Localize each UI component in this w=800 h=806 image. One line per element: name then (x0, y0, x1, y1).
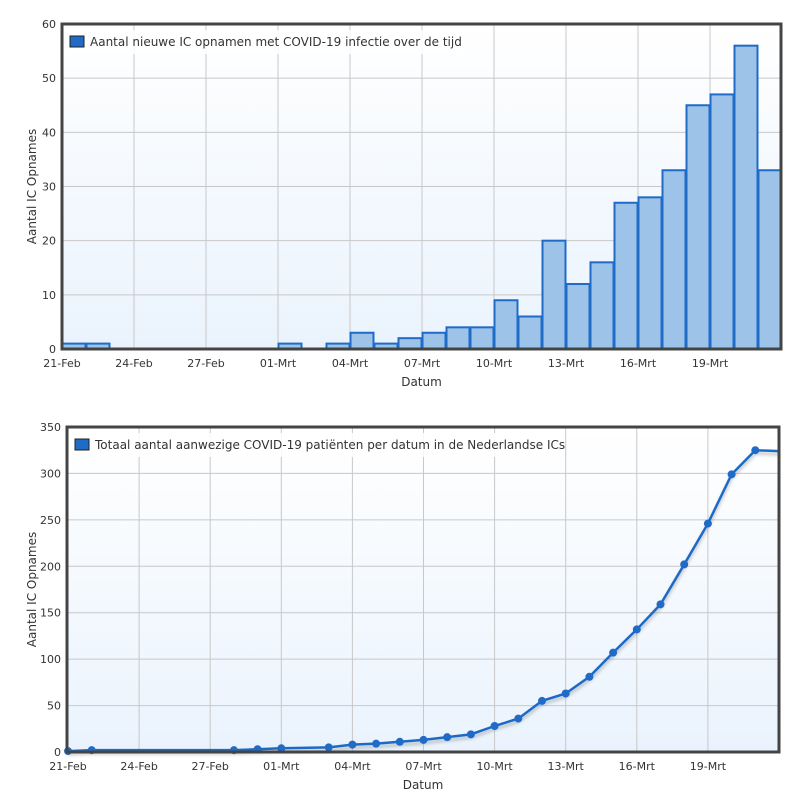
chart1-ytick-label: 10 (42, 289, 56, 302)
point-04-Mrt (348, 740, 357, 749)
bar-08-Mrt (445, 326, 471, 351)
chart2-frame (65, 425, 781, 754)
point-14-Mrt (585, 672, 594, 681)
chart2-ytick-label: 50 (47, 700, 61, 713)
bar-04-Mrt (349, 331, 375, 350)
point-08-Mrt (443, 733, 452, 742)
point-03-Mrt (324, 743, 333, 752)
chart1-xlabel: Datum (401, 375, 442, 389)
chart1-xtick-label: 04-Mrt (332, 357, 369, 370)
chart2-xtick-label: 19-Mrt (690, 760, 727, 773)
chart1-legend-swatch (69, 35, 85, 48)
point-17-Mrt (656, 600, 665, 609)
chart1-ytick-label: 60 (42, 18, 56, 31)
point-11-Mrt (514, 714, 523, 723)
chart2-xtick-label: 16-Mrt (619, 760, 656, 773)
bar-18-Mrt (685, 104, 711, 350)
bar-17-Mrt (661, 169, 687, 350)
bar-06-Mrt (397, 337, 423, 350)
point-06-Mrt (395, 737, 404, 746)
bar-13-Mrt (565, 283, 591, 350)
chart2-xtick-label: 24-Feb (120, 760, 157, 773)
chart1-ytick-label: 30 (42, 181, 56, 194)
point-10-Mrt (490, 722, 499, 730)
chart1-xtick-label: 01-Mrt (260, 357, 297, 370)
point-13-Mrt (561, 689, 570, 698)
point-01-Mrt (277, 744, 286, 753)
bar-19-Mrt (709, 93, 735, 350)
point-09-Mrt (466, 730, 475, 739)
chart2-ytick-label: 0 (54, 746, 61, 759)
point-18-Mrt (680, 560, 689, 569)
chart1-legend-label: Aantal nieuwe IC opnamen met COVID-19 in… (90, 35, 462, 49)
point-19-Mrt (703, 519, 712, 528)
chart2-ytick-label: 350 (40, 421, 61, 434)
chart1-ytick-label: 40 (42, 126, 56, 139)
chart1-frame (60, 22, 783, 351)
chart2-legend-swatch (74, 438, 90, 451)
bar-07-Mrt (421, 331, 447, 350)
chart2-legend-label: Totaal aantal aanwezige COVID-19 patiënt… (94, 438, 565, 452)
chart1-xtick-label: 24-Feb (115, 357, 152, 370)
point-16-Mrt (632, 625, 641, 634)
chart2-ylabel: Aantal IC Opnames (25, 532, 39, 647)
bar-16-Mrt (637, 196, 663, 350)
chart1-ylabel: Aantal IC Opnames (25, 129, 39, 244)
point-20-Mrt (727, 470, 736, 479)
chart1-ytick-label: 50 (42, 72, 56, 85)
chart2-xtick-label: 07-Mrt (405, 760, 442, 773)
chart2-xtick-label: 13-Mrt (548, 760, 585, 773)
chart2-xtick-label: 04-Mrt (334, 760, 371, 773)
chart1-xtick-label: 16-Mrt (620, 357, 657, 370)
bar-12-Mrt (541, 239, 567, 351)
point-07-Mrt (419, 735, 428, 744)
chart1-xtick-label: 21-Feb (43, 357, 80, 370)
bar-09-Mrt (469, 326, 495, 351)
chart1-legend-box (66, 30, 462, 54)
chart2-ytick-label: 300 (40, 467, 61, 480)
bar-10-Mrt (493, 299, 519, 350)
chart1-xtick-label: 27-Feb (187, 357, 224, 370)
chart2-ytick-label: 150 (40, 607, 61, 620)
chart2-xtick-label: 27-Feb (191, 760, 228, 773)
chart2-ytick-label: 200 (40, 560, 61, 573)
chart2-xtick-label: 21-Feb (49, 760, 86, 773)
chart2-legend-box (71, 433, 559, 457)
bar-11-Mrt (517, 315, 543, 350)
chart1-xtick-label: 19-Mrt (692, 357, 729, 370)
chart2-xtick-label: 10-Mrt (476, 760, 513, 773)
chart1-ytick-label: 0 (49, 343, 56, 356)
point-05-Mrt (372, 739, 381, 748)
chart1-ytick-label: 20 (42, 235, 56, 248)
chart1-xtick-label: 10-Mrt (476, 357, 513, 370)
chart2-ytick-label: 250 (40, 514, 61, 527)
bar-14-Mrt (589, 261, 615, 351)
chart1-xtick-label: 07-Mrt (404, 357, 441, 370)
bar-20-Mrt (733, 44, 759, 351)
chart2-xtick-label: 01-Mrt (263, 760, 300, 773)
chart2-xlabel: Datum (403, 778, 444, 792)
point-15-Mrt (609, 648, 618, 657)
point-21-Mrt (751, 446, 760, 455)
chart1-xtick-label: 13-Mrt (548, 357, 585, 370)
point-12-Mrt (538, 696, 546, 705)
chart2-ytick-label: 100 (40, 653, 61, 666)
bar-21-Mrt (757, 169, 783, 350)
bar-15-Mrt (613, 201, 639, 350)
